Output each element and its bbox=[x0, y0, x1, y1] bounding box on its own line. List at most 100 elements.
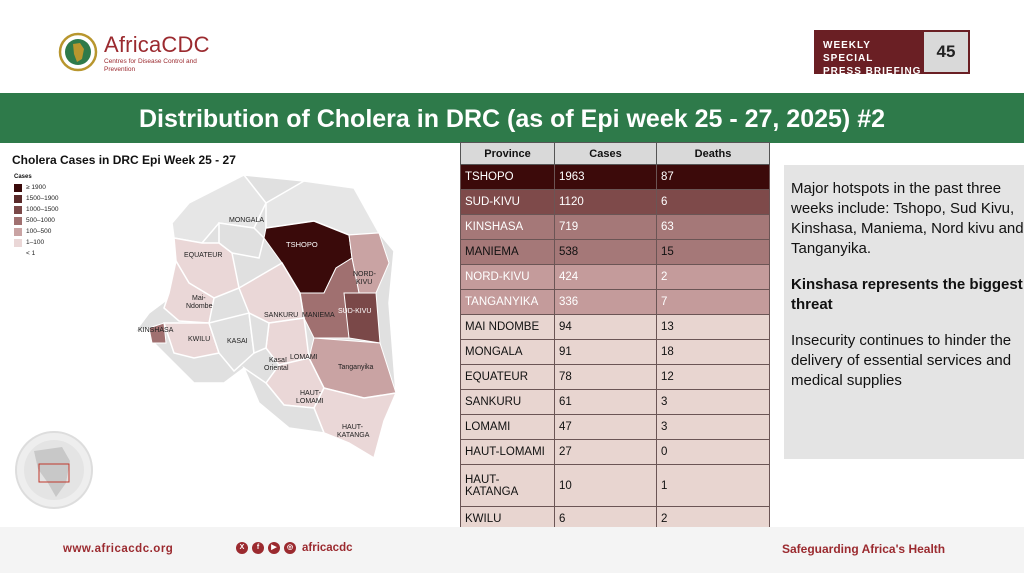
table-row: MONGALA 91 18 bbox=[460, 339, 770, 365]
province-lualaba bbox=[242, 365, 326, 434]
cell-province: LOMAMI bbox=[460, 414, 555, 440]
cell-province: TSHOPO bbox=[460, 164, 555, 190]
briefing-label-line2: PRESS BRIEFING bbox=[823, 66, 922, 77]
label-kasai: KASAI bbox=[227, 338, 248, 345]
legend-swatch bbox=[14, 227, 22, 236]
cell-province: HAUT- KATANGA bbox=[460, 464, 555, 507]
label-mai-ndombe-1: Mai- bbox=[192, 295, 206, 302]
table-row: EQUATEUR 78 12 bbox=[460, 364, 770, 390]
title-bar: Distribution of Cholera in DRC (as of Ep… bbox=[0, 93, 1024, 143]
province-haut-katanga bbox=[313, 387, 398, 460]
legend-label: ≥ 1900 bbox=[26, 184, 46, 191]
label-kasai-oriental-2: Oriental bbox=[264, 365, 289, 372]
youtube-icon[interactable]: ▶ bbox=[268, 542, 280, 554]
legend-label: < 1 bbox=[26, 250, 36, 257]
x-icon[interactable]: X bbox=[236, 542, 248, 554]
cell-province: EQUATEUR bbox=[460, 364, 555, 390]
cell-cases: 61 bbox=[554, 389, 657, 415]
cell-cases: 1120 bbox=[554, 189, 657, 215]
table-row: NORD-KIVU 424 2 bbox=[460, 264, 770, 290]
cell-cases: 424 bbox=[554, 264, 657, 290]
footer-tagline: Safeguarding Africa's Health bbox=[782, 542, 946, 556]
cell-deaths: 87 bbox=[656, 164, 770, 190]
label-sud-kivu: SUD-KIVU bbox=[338, 308, 371, 315]
header-deaths: Deaths bbox=[656, 142, 770, 165]
map-title: Cholera Cases in DRC Epi Week 25 - 27 bbox=[12, 153, 236, 167]
label-nord-kivu-1: NORD- bbox=[353, 271, 377, 278]
table-header-row: Province Cases Deaths bbox=[460, 142, 770, 165]
label-nord-kivu-2: KIVU bbox=[356, 279, 372, 286]
cell-deaths: 6 bbox=[656, 189, 770, 215]
commentary-insecurity: Insecurity continues to hinder the deliv… bbox=[791, 332, 1012, 389]
cell-cases: 719 bbox=[554, 214, 657, 240]
label-kinshasa: KINSHASA bbox=[138, 327, 174, 334]
cholera-table: Province Cases Deaths TSHOPO 1963 87 SUD-KI… bbox=[460, 142, 770, 532]
cell-deaths: 3 bbox=[656, 414, 770, 440]
commentary-box: Major hotspots in the past three weeks i… bbox=[784, 165, 1024, 459]
briefing-label: WEEKLY SPECIAL PRESS BRIEFING bbox=[816, 32, 924, 77]
cell-deaths: 1 bbox=[656, 464, 770, 507]
province-kasai-oriental bbox=[248, 311, 270, 355]
cell-cases: 336 bbox=[554, 289, 657, 315]
cell-cases: 94 bbox=[554, 314, 657, 340]
cell-cases: 47 bbox=[554, 414, 657, 440]
cell-province: MONGALA bbox=[460, 339, 555, 365]
logo-subtitle: Centres for Disease Control and Preventi… bbox=[104, 58, 197, 73]
legend-title: Cases bbox=[14, 174, 32, 180]
cell-deaths: 13 bbox=[656, 314, 770, 340]
logo-title: AfricaCDC bbox=[104, 32, 210, 57]
cell-deaths: 18 bbox=[656, 339, 770, 365]
africa-inset-globe bbox=[15, 431, 93, 509]
cell-cases: 10 bbox=[554, 464, 657, 507]
cell-deaths: 2 bbox=[656, 264, 770, 290]
facebook-icon[interactable]: f bbox=[252, 542, 264, 554]
label-haut-katanga-1: HAUT- bbox=[342, 424, 364, 431]
footer-url[interactable]: www.africacdc.org bbox=[63, 543, 174, 555]
legend-swatch bbox=[14, 205, 22, 214]
drc-map: TSHOPO MONGALA EQUATEUR NORD- KIVU Mai- … bbox=[15, 174, 398, 509]
table-row: HAUT- KATANGA 10 1 bbox=[460, 464, 770, 507]
au-emblem-icon bbox=[58, 32, 98, 72]
map-legend: Cases ≥ 1900 1500–1900 1000–1500 500–1000 10… bbox=[14, 174, 59, 259]
label-kasai-oriental-1: Kasaï bbox=[269, 357, 287, 364]
instagram-icon[interactable]: ◎ bbox=[284, 542, 296, 554]
briefing-badge: WEEKLY SPECIAL PRESS BRIEFING 45 bbox=[814, 30, 970, 77]
label-mongala: MONGALA bbox=[229, 217, 264, 224]
briefing-number: 45 bbox=[924, 32, 968, 72]
label-haut-lomami-1: HAUT- bbox=[300, 390, 322, 397]
legend-swatch bbox=[14, 249, 22, 258]
cell-deaths: 12 bbox=[656, 364, 770, 390]
table-row: SANKURU 61 3 bbox=[460, 389, 770, 415]
table-row: MAI NDOMBE 94 13 bbox=[460, 314, 770, 340]
header-province: Province bbox=[460, 142, 555, 165]
cell-province: TANGANYIKA bbox=[460, 289, 555, 315]
footer: www.africacdc.org X f ▶ ◎ africacdc Safe… bbox=[0, 527, 1024, 573]
label-tshopo: TSHOPO bbox=[286, 240, 318, 249]
label-haut-katanga-2: KATANGA bbox=[337, 432, 370, 439]
cell-province: SUD-KIVU bbox=[460, 189, 555, 215]
briefing-label-line1: WEEKLY SPECIAL bbox=[823, 40, 874, 64]
label-mai-ndombe-2: Ndombe bbox=[186, 303, 213, 310]
cell-cases: 1963 bbox=[554, 164, 657, 190]
legend-label: 1500–1900 bbox=[26, 195, 59, 202]
social-handle[interactable]: africacdc bbox=[302, 542, 353, 554]
province-mai-ndombe bbox=[163, 258, 215, 324]
cell-cases: 78 bbox=[554, 364, 657, 390]
slide-title: Distribution of Cholera in DRC (as of Ep… bbox=[138, 105, 886, 133]
legend-item: 500–1000 bbox=[14, 215, 59, 226]
label-maniema: MANIEMA bbox=[302, 312, 335, 319]
province-kasai bbox=[208, 312, 255, 373]
legend-label: 1000–1500 bbox=[26, 206, 59, 213]
legend-label: 500–1000 bbox=[26, 217, 55, 224]
cell-deaths: 0 bbox=[656, 439, 770, 465]
legend-swatch bbox=[14, 238, 22, 247]
legend-item: < 1 bbox=[14, 248, 59, 259]
legend-item: 1000–1500 bbox=[14, 204, 59, 215]
table-row: HAUT-LOMAMI 27 0 bbox=[460, 439, 770, 465]
label-lomami: LOMAMI bbox=[290, 354, 318, 361]
table-row: SUD-KIVU 1120 6 bbox=[460, 189, 770, 215]
africa-cdc-logo: AfricaCDC Centres for Disease Control an… bbox=[58, 28, 218, 78]
cell-deaths: 3 bbox=[656, 389, 770, 415]
legend-label: 1–100 bbox=[26, 239, 45, 246]
province-kinshasa bbox=[148, 322, 167, 344]
